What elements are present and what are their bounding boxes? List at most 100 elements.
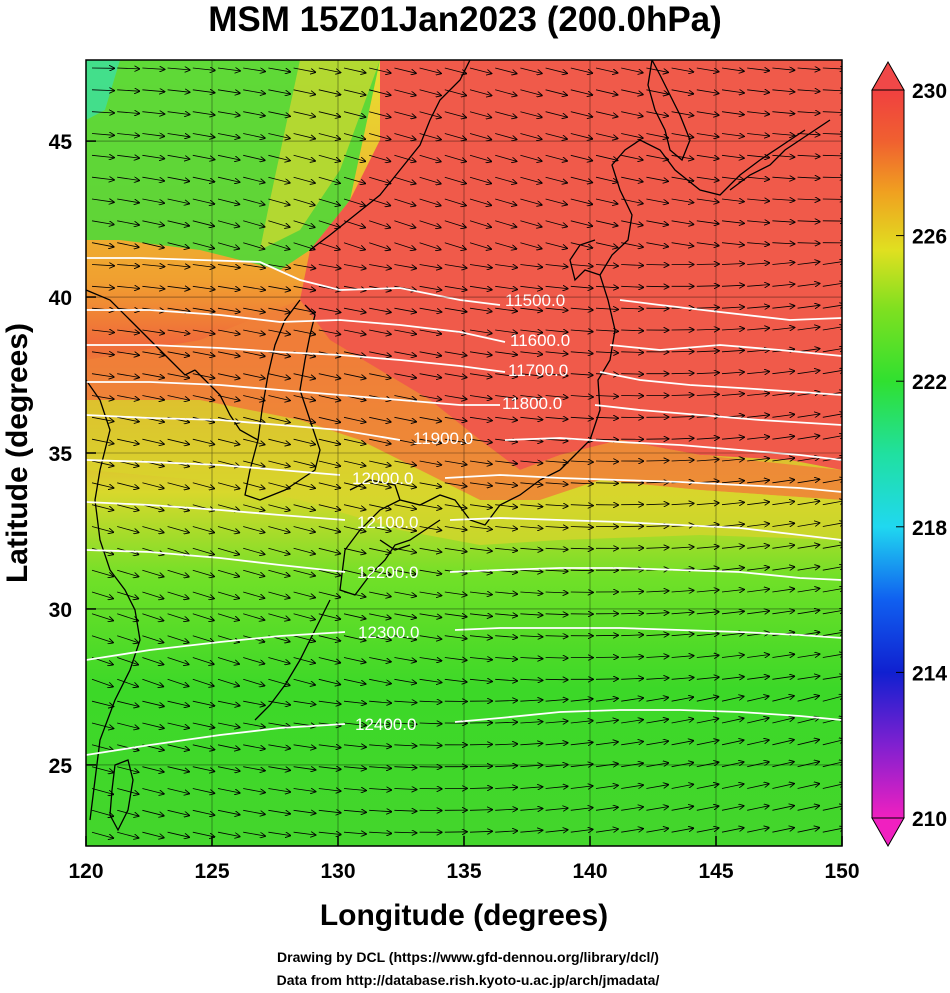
wind-arrow bbox=[369, 220, 390, 228]
wind-arrow bbox=[822, 610, 842, 615]
wind-arrow bbox=[595, 679, 618, 680]
wind-arrow bbox=[696, 546, 719, 548]
coastline-russia bbox=[309, 60, 471, 251]
wind-arrow bbox=[671, 198, 694, 203]
wind-arrow bbox=[343, 307, 366, 312]
wind-arrow bbox=[343, 482, 365, 488]
wind-arrow bbox=[721, 437, 744, 439]
wind-arrow bbox=[444, 395, 467, 400]
wind-arrow bbox=[721, 696, 744, 702]
wind-arrow bbox=[318, 810, 341, 813]
wind-arrow bbox=[419, 395, 442, 400]
wind-arrow bbox=[570, 461, 593, 462]
wind-arrow bbox=[369, 832, 391, 833]
wind-arrow bbox=[545, 570, 568, 571]
wind-arrow bbox=[696, 133, 719, 137]
wind-arrow bbox=[217, 678, 239, 686]
wind-arrow bbox=[192, 809, 215, 815]
wind-arrow bbox=[772, 806, 794, 811]
figure-title: MSM 15Z01Jan2023 (200.0hPa) bbox=[208, 0, 722, 39]
wind-arrow bbox=[369, 307, 391, 312]
wind-arrow bbox=[621, 657, 643, 658]
wind-arrow bbox=[495, 374, 517, 377]
wind-arrow bbox=[268, 526, 289, 533]
wind-arrow bbox=[747, 328, 769, 330]
wind-arrow bbox=[394, 111, 415, 118]
wind-arrow bbox=[696, 697, 719, 702]
wind-arrow bbox=[394, 307, 416, 312]
contour-label: 12400.0 bbox=[355, 715, 416, 734]
wind-arrow bbox=[268, 373, 290, 379]
wind-arrow bbox=[268, 722, 290, 727]
wind-arrow bbox=[293, 613, 315, 620]
wind-arrow bbox=[595, 308, 618, 309]
wind-arrow bbox=[621, 330, 643, 331]
wind-arrow bbox=[192, 482, 214, 489]
wind-arrow bbox=[595, 807, 618, 810]
wind-arrow bbox=[646, 613, 668, 614]
wind-arrow bbox=[419, 504, 442, 509]
wind-arrow bbox=[469, 329, 492, 333]
y-tick-label: 30 bbox=[49, 599, 72, 622]
wind-arrow bbox=[747, 350, 769, 352]
wind-arrow bbox=[545, 265, 568, 267]
wind-arrow bbox=[671, 176, 694, 181]
wind-arrow bbox=[545, 592, 568, 593]
wind-arrow bbox=[545, 830, 568, 832]
wind-arrow bbox=[192, 154, 215, 159]
wind-arrow bbox=[495, 831, 517, 832]
wind-arrow bbox=[167, 831, 189, 837]
wind-arrow bbox=[545, 461, 568, 463]
wind-arrow bbox=[747, 480, 769, 483]
wind-arrow bbox=[369, 438, 391, 444]
wind-arrow bbox=[595, 483, 618, 484]
wind-arrow bbox=[293, 220, 315, 228]
wind-arrow bbox=[243, 89, 265, 94]
wind-arrow bbox=[721, 677, 744, 680]
wind-arrow bbox=[243, 395, 264, 401]
wind-arrow bbox=[469, 220, 491, 227]
wind-arrow bbox=[520, 265, 542, 268]
wind-arrow bbox=[167, 286, 190, 289]
wind-arrow bbox=[495, 505, 517, 508]
wind-arrow bbox=[268, 657, 289, 664]
wind-arrow bbox=[91, 766, 113, 773]
wind-arrow bbox=[343, 547, 365, 553]
wind-arrow bbox=[117, 155, 139, 158]
wind-arrow bbox=[91, 722, 113, 729]
wind-arrow bbox=[469, 154, 491, 161]
wind-arrow bbox=[91, 635, 113, 643]
wind-arrow bbox=[142, 766, 163, 772]
wind-arrow bbox=[822, 828, 842, 833]
wind-arrow bbox=[570, 417, 593, 418]
wind-arrow bbox=[495, 527, 517, 529]
wind-arrow bbox=[545, 417, 568, 419]
wind-arrow bbox=[570, 483, 593, 484]
wind-arrow bbox=[772, 134, 794, 136]
wind-arrow bbox=[117, 112, 139, 114]
wind-arrow bbox=[117, 809, 138, 816]
wind-arrow bbox=[343, 789, 366, 791]
wind-arrow bbox=[444, 460, 467, 465]
wind-arrow bbox=[721, 828, 744, 833]
wind-arrow bbox=[545, 111, 567, 117]
wind-arrow bbox=[192, 657, 214, 665]
wind-arrow bbox=[192, 635, 214, 643]
wind-arrow bbox=[621, 678, 643, 679]
wind-arrow bbox=[394, 657, 416, 662]
wind-arrow bbox=[318, 482, 340, 488]
wind-arrow bbox=[696, 762, 719, 768]
wind-arrow bbox=[797, 221, 820, 222]
wind-arrow bbox=[142, 809, 163, 815]
wind-arrow bbox=[217, 395, 240, 401]
wind-arrow bbox=[671, 741, 694, 746]
coastline-china bbox=[86, 289, 196, 821]
wind-arrow bbox=[671, 373, 694, 374]
wind-arrow bbox=[167, 373, 190, 378]
wind-arrow bbox=[343, 745, 366, 747]
wind-arrow bbox=[570, 154, 592, 160]
wind-arrow bbox=[822, 134, 842, 135]
wind-arrow bbox=[268, 242, 289, 250]
wind-arrow bbox=[419, 767, 442, 768]
wind-arrow bbox=[469, 679, 492, 681]
